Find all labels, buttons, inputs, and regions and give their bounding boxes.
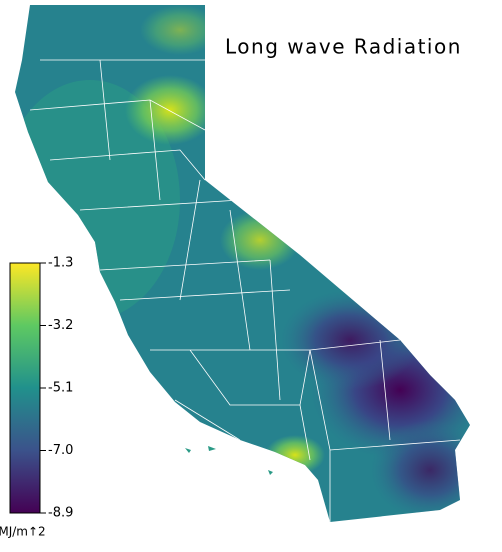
colorbar-tick-label: -7.0: [48, 443, 73, 458]
colorbar-unit: MJ/m↑2: [0, 525, 46, 539]
colorbar: [9, 262, 41, 514]
colorbar-tick-label: -5.1: [48, 381, 73, 396]
colorbar-tick-label: -3.2: [48, 318, 73, 333]
colorbar-tick-label: -1.3: [48, 256, 73, 271]
map-title: Long wave Radiation: [225, 35, 462, 59]
county-lines: [29, 59, 461, 522]
colorbar-tick-label: -8.9: [48, 506, 73, 521]
islands: [185, 446, 273, 475]
